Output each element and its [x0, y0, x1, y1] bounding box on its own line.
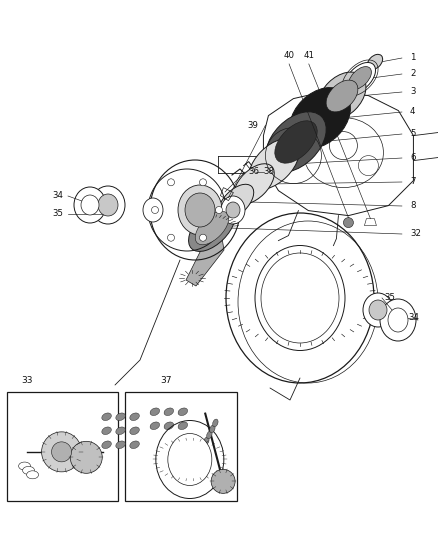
- Text: 38: 38: [264, 167, 275, 176]
- Ellipse shape: [367, 54, 383, 70]
- Ellipse shape: [234, 164, 274, 204]
- Ellipse shape: [344, 62, 375, 93]
- Ellipse shape: [81, 195, 99, 215]
- Circle shape: [167, 234, 174, 241]
- Ellipse shape: [249, 139, 299, 189]
- Text: 39: 39: [247, 121, 258, 130]
- Text: 34: 34: [408, 313, 419, 322]
- Ellipse shape: [23, 466, 35, 474]
- Ellipse shape: [150, 422, 159, 430]
- Ellipse shape: [185, 193, 215, 227]
- Ellipse shape: [210, 425, 215, 433]
- Ellipse shape: [266, 112, 326, 172]
- Polygon shape: [364, 219, 376, 225]
- Ellipse shape: [178, 408, 187, 416]
- Ellipse shape: [27, 471, 39, 479]
- Ellipse shape: [207, 431, 212, 439]
- Ellipse shape: [143, 198, 163, 222]
- Text: 35: 35: [52, 208, 63, 217]
- Ellipse shape: [74, 187, 106, 223]
- Ellipse shape: [275, 121, 317, 163]
- Ellipse shape: [226, 202, 240, 218]
- Circle shape: [343, 217, 353, 228]
- Circle shape: [199, 179, 206, 186]
- Ellipse shape: [116, 413, 125, 421]
- Ellipse shape: [178, 185, 222, 235]
- Circle shape: [199, 234, 206, 241]
- Bar: [125, 392, 237, 501]
- Ellipse shape: [98, 194, 118, 216]
- Text: 7: 7: [410, 177, 416, 187]
- Ellipse shape: [168, 433, 212, 486]
- Text: 4: 4: [410, 108, 416, 117]
- Text: 2: 2: [410, 69, 416, 78]
- Circle shape: [167, 179, 174, 186]
- Circle shape: [42, 432, 81, 472]
- Text: 32: 32: [410, 230, 421, 238]
- Ellipse shape: [255, 246, 345, 351]
- Text: 35: 35: [384, 294, 395, 303]
- Circle shape: [152, 206, 159, 214]
- Ellipse shape: [189, 205, 235, 252]
- Text: 6: 6: [410, 154, 416, 163]
- Ellipse shape: [380, 299, 416, 341]
- Ellipse shape: [204, 437, 209, 445]
- Ellipse shape: [326, 80, 358, 112]
- Ellipse shape: [150, 408, 159, 416]
- Circle shape: [211, 470, 235, 494]
- Ellipse shape: [130, 413, 139, 421]
- Ellipse shape: [116, 441, 125, 449]
- Ellipse shape: [212, 419, 218, 427]
- Ellipse shape: [369, 300, 387, 320]
- Ellipse shape: [102, 427, 111, 434]
- Ellipse shape: [91, 186, 125, 224]
- Text: 34: 34: [52, 190, 63, 199]
- Circle shape: [52, 442, 71, 462]
- Ellipse shape: [290, 87, 350, 148]
- Ellipse shape: [178, 422, 187, 430]
- Text: 41: 41: [303, 52, 314, 60]
- Ellipse shape: [195, 211, 229, 245]
- Text: 36: 36: [248, 167, 259, 176]
- Ellipse shape: [349, 67, 371, 90]
- Text: 5: 5: [410, 130, 416, 139]
- Circle shape: [215, 206, 223, 214]
- Text: 33: 33: [21, 376, 32, 385]
- Ellipse shape: [102, 441, 111, 449]
- Text: 1: 1: [410, 53, 416, 62]
- Ellipse shape: [388, 308, 408, 332]
- Ellipse shape: [130, 441, 139, 449]
- Text: 37: 37: [161, 376, 172, 385]
- Ellipse shape: [221, 196, 245, 224]
- Ellipse shape: [102, 413, 111, 421]
- Polygon shape: [186, 232, 224, 286]
- Text: 8: 8: [410, 201, 416, 211]
- Ellipse shape: [116, 427, 125, 434]
- Ellipse shape: [318, 72, 366, 120]
- Ellipse shape: [164, 422, 173, 430]
- Ellipse shape: [164, 408, 173, 416]
- Text: 40: 40: [283, 52, 295, 60]
- Ellipse shape: [363, 293, 393, 327]
- Ellipse shape: [130, 427, 139, 434]
- Circle shape: [70, 441, 102, 473]
- Ellipse shape: [218, 184, 254, 220]
- Ellipse shape: [18, 462, 31, 470]
- Text: 3: 3: [410, 87, 416, 96]
- Bar: [7, 392, 118, 501]
